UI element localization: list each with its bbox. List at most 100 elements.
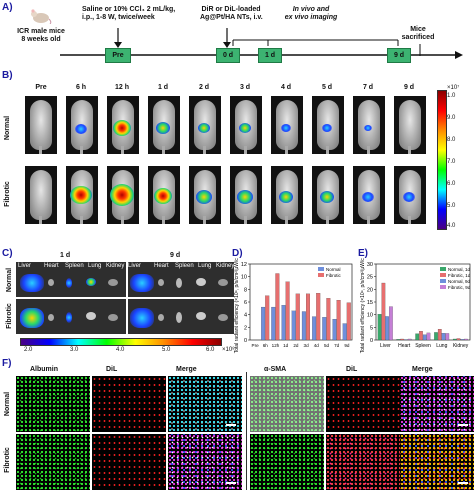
col-label-merge-1: Merge bbox=[176, 366, 197, 373]
mouse-image bbox=[312, 166, 344, 224]
mouse-image bbox=[271, 96, 303, 154]
y-tick-label: 15 bbox=[367, 300, 373, 306]
scale-tick: 9.0 bbox=[447, 115, 456, 121]
plot-frame bbox=[249, 263, 353, 341]
organ-label: Spleen bbox=[65, 263, 84, 269]
legend-swatch bbox=[440, 273, 446, 277]
y-tick-label: 10 bbox=[241, 275, 247, 281]
bar bbox=[415, 333, 420, 341]
organ-label: Lung bbox=[198, 263, 212, 269]
bar bbox=[281, 305, 286, 341]
timeline-arrows bbox=[60, 28, 463, 59]
micrograph-albumin-normal bbox=[16, 376, 90, 432]
row-label-fibrotic-c: Fibrotic bbox=[6, 303, 13, 329]
chart-e: Total radiant efficiency (×10⁹, p/s/cm²/… bbox=[360, 258, 471, 353]
panel-f-letter: F) bbox=[2, 358, 12, 369]
legend-label: Fibrotic, 1d bbox=[448, 273, 471, 278]
bar bbox=[385, 316, 389, 341]
x-tick-label: Liver bbox=[380, 343, 391, 349]
bar bbox=[422, 334, 427, 341]
micrograph-merge2-fibrotic bbox=[400, 434, 474, 490]
y-tick-label: 6 bbox=[244, 300, 247, 306]
x-tick-label: 5d bbox=[324, 343, 330, 348]
timepoint-label: 2 d bbox=[198, 84, 210, 91]
bar-tick: 6.0 bbox=[206, 347, 215, 353]
ex-vivo-organ-images: Liver Heart Spleen Lung Kidney Liver Hea… bbox=[16, 262, 234, 334]
row-label-fibrotic: Fibrotic bbox=[4, 181, 11, 207]
mouse-image bbox=[189, 96, 221, 154]
mouse-image bbox=[230, 166, 262, 224]
x-tick-label: Lung bbox=[436, 343, 447, 349]
scale-tick: 6.0 bbox=[447, 181, 456, 187]
bar bbox=[460, 339, 465, 341]
mouse-image bbox=[353, 96, 385, 154]
micrograph-dil-normal bbox=[92, 376, 166, 432]
mouse-image bbox=[148, 166, 180, 224]
bar bbox=[441, 333, 446, 341]
x-tick-label: 4d bbox=[314, 343, 320, 348]
bar-exponent: ×10⁸ bbox=[222, 347, 235, 353]
panel-a-letter: A) bbox=[2, 2, 13, 13]
mouse-image bbox=[394, 96, 426, 154]
bar bbox=[346, 302, 351, 341]
timeline-box-0d: 0 d bbox=[216, 48, 240, 63]
col-label-albumin: Albumin bbox=[30, 366, 58, 373]
bar bbox=[452, 338, 457, 341]
micrograph-dil2-normal bbox=[326, 376, 400, 432]
mouse-image bbox=[25, 166, 57, 224]
y-tick-label: 0 bbox=[370, 338, 373, 344]
row-label-normal-f: Normal bbox=[4, 391, 11, 417]
x-tick-label: Pre bbox=[252, 343, 260, 348]
legend-label: Normal, 9d bbox=[448, 279, 471, 284]
bar bbox=[332, 318, 337, 341]
legend-label: Normal, 1d bbox=[448, 267, 471, 272]
organ-label: Heart bbox=[44, 263, 59, 269]
bar bbox=[407, 338, 412, 341]
timepoint-label: 3 d bbox=[239, 84, 251, 91]
mice-label: ICR male mice 8 weeks old bbox=[17, 28, 65, 43]
row-label-fibrotic-f: Fibrotic bbox=[4, 447, 11, 473]
organ-label: Liver bbox=[128, 263, 142, 269]
legend-swatch bbox=[318, 273, 324, 277]
organ-labels-day1: Liver Heart Spleen Lung Kidney bbox=[18, 262, 126, 270]
y-tick-label: 8 bbox=[244, 287, 247, 293]
bar bbox=[275, 273, 280, 341]
mouse-image bbox=[107, 96, 139, 154]
x-tick-label: Spleen bbox=[415, 343, 431, 349]
bar bbox=[404, 339, 408, 341]
bar bbox=[464, 338, 468, 341]
treatment-label: Saline or 10% CCl₄ 2 mL/kg, i.p., 1-8 W, … bbox=[82, 6, 176, 21]
timeline-box-9d: 9 d bbox=[387, 48, 411, 63]
mouse-image bbox=[148, 96, 180, 154]
row-label-normal: Normal bbox=[4, 115, 11, 141]
timepoint-label: 9 d bbox=[403, 84, 415, 91]
panel-b-letter: B) bbox=[2, 70, 13, 81]
bar-tick: 4.0 bbox=[116, 347, 125, 353]
y-tick-label: 4 bbox=[244, 313, 247, 319]
organ-label: Spleen bbox=[175, 263, 194, 269]
bar bbox=[396, 339, 401, 341]
timepoint-label: 7 d bbox=[362, 84, 374, 91]
scale-tick: 5.0 bbox=[447, 203, 456, 209]
y-tick-label: 5 bbox=[370, 325, 373, 331]
mouse-image bbox=[271, 166, 303, 224]
bar bbox=[400, 338, 404, 341]
bar-tick: 5.0 bbox=[162, 347, 171, 353]
timepoint-label: 4 d bbox=[280, 84, 292, 91]
micrograph-albumin-fibrotic bbox=[16, 434, 90, 490]
timepoint-header-row: Pre 6 h 12 h 1 d 2 d 3 d 4 d 5 d 7 d 9 d bbox=[22, 84, 442, 94]
micrograph-merge-fibrotic bbox=[168, 434, 242, 490]
bar bbox=[285, 281, 290, 341]
organ-label: Heart bbox=[154, 263, 169, 269]
y-tick-label: 0 bbox=[244, 338, 247, 344]
x-tick-label: 1d bbox=[283, 343, 289, 348]
micrograph-dil2-fibrotic bbox=[326, 434, 400, 490]
ex-vivo-color-bar bbox=[20, 338, 222, 346]
row-label-normal-c: Normal bbox=[6, 267, 13, 293]
imaging-label: In vivo and ex vivo imaging bbox=[284, 6, 338, 21]
organ-labels-day9: Liver Heart Spleen Lung Kidney bbox=[128, 262, 236, 270]
x-tick-label: 7d bbox=[334, 343, 340, 348]
chart-d: Total radiant efficiency (×10⁹, p/s/cm²/… bbox=[234, 258, 353, 353]
micrograph-merge2-normal bbox=[400, 376, 474, 432]
legend-label: Fibrotic bbox=[326, 273, 342, 278]
